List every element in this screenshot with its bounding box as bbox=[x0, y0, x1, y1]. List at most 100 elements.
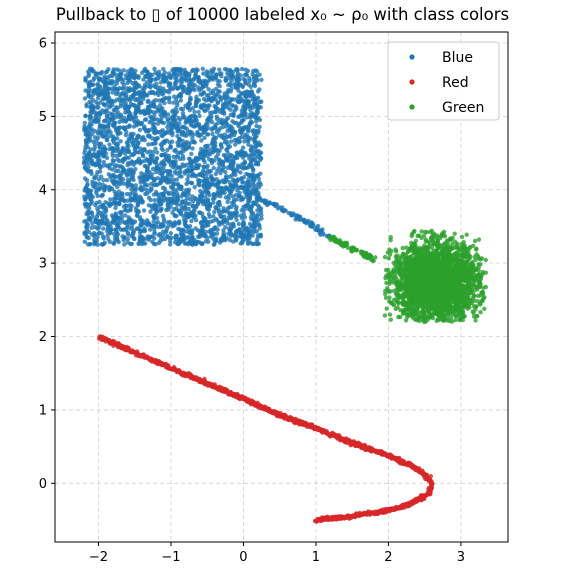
data-point-blue bbox=[104, 108, 109, 113]
data-point-blue bbox=[257, 151, 263, 156]
data-point-blue bbox=[83, 113, 88, 119]
data-point-blue bbox=[130, 102, 135, 108]
data-point-blue bbox=[144, 80, 150, 85]
data-point-blue bbox=[136, 198, 141, 203]
data-point-blue bbox=[103, 151, 109, 156]
data-point-blue bbox=[152, 197, 157, 203]
data-point-blue bbox=[236, 122, 242, 127]
data-point-blue bbox=[239, 130, 244, 136]
data-point-blue bbox=[152, 231, 157, 236]
data-point-blue bbox=[219, 133, 224, 138]
data-point-blue bbox=[167, 235, 172, 241]
data-point-blue bbox=[211, 66, 217, 72]
data-point-blue bbox=[117, 197, 123, 202]
data-point-red bbox=[123, 345, 128, 350]
data-point-blue bbox=[232, 138, 237, 143]
data-point-blue bbox=[103, 200, 108, 205]
data-point-blue bbox=[118, 176, 123, 181]
data-point-blue bbox=[226, 102, 231, 107]
data-point-blue bbox=[257, 158, 263, 163]
data-point-blue bbox=[240, 239, 245, 244]
data-point-blue bbox=[95, 135, 101, 140]
data-point-blue bbox=[127, 74, 132, 80]
data-point-blue bbox=[220, 238, 225, 243]
data-point-blue bbox=[230, 221, 236, 226]
data-point-blue bbox=[124, 191, 130, 197]
data-point-blue bbox=[229, 183, 234, 188]
data-point-blue bbox=[221, 102, 226, 107]
data-point-blue bbox=[216, 207, 221, 212]
data-point-blue bbox=[223, 225, 228, 230]
data-point-blue bbox=[165, 116, 170, 122]
data-point-blue bbox=[86, 71, 92, 77]
data-point-blue bbox=[125, 230, 130, 235]
data-point-blue bbox=[236, 193, 242, 198]
data-point-blue bbox=[97, 157, 102, 163]
data-point-blue bbox=[149, 141, 154, 147]
data-point-blue bbox=[186, 180, 191, 185]
data-point-blue bbox=[130, 220, 135, 225]
data-point-blue bbox=[114, 81, 120, 86]
data-point-blue bbox=[86, 85, 92, 90]
data-point-blue bbox=[249, 148, 254, 153]
data-point-blue bbox=[186, 166, 191, 171]
data-point-blue bbox=[252, 83, 258, 89]
data-point-blue bbox=[200, 66, 205, 72]
data-point-blue bbox=[248, 112, 253, 117]
data-point-blue bbox=[247, 156, 252, 161]
data-point-blue bbox=[137, 234, 142, 240]
data-point-blue bbox=[241, 211, 247, 217]
data-point-red bbox=[244, 398, 249, 403]
data-point-blue bbox=[107, 105, 112, 110]
data-point-blue bbox=[160, 77, 166, 82]
data-point-blue bbox=[104, 178, 110, 183]
data-point-blue bbox=[165, 220, 170, 225]
data-point-blue bbox=[171, 154, 176, 159]
data-point-blue bbox=[217, 200, 222, 205]
data-point-blue bbox=[163, 131, 168, 136]
data-point-blue bbox=[119, 117, 124, 122]
data-point-blue bbox=[111, 231, 117, 237]
data-point-blue bbox=[178, 165, 183, 171]
data-point-blue bbox=[138, 159, 143, 165]
data-point-blue bbox=[305, 220, 310, 225]
data-point-blue bbox=[145, 234, 151, 239]
data-point-blue bbox=[217, 83, 222, 89]
data-point-blue bbox=[184, 119, 189, 124]
data-point-blue bbox=[221, 218, 226, 223]
data-point-blue bbox=[250, 176, 256, 181]
data-point-blue bbox=[212, 209, 217, 215]
series-blue bbox=[81, 66, 332, 247]
data-point-blue bbox=[209, 141, 214, 147]
data-point-blue bbox=[152, 159, 158, 164]
data-point-blue bbox=[244, 72, 249, 77]
data-point-blue bbox=[210, 200, 216, 205]
data-point-blue bbox=[123, 132, 129, 138]
data-point-blue bbox=[169, 221, 174, 226]
data-point-blue bbox=[181, 113, 186, 119]
data-point-blue bbox=[140, 136, 145, 141]
data-point-blue bbox=[129, 187, 134, 192]
data-point-blue bbox=[254, 239, 259, 244]
data-point-blue bbox=[190, 136, 195, 141]
data-point-blue bbox=[213, 217, 219, 222]
data-point-blue bbox=[192, 114, 198, 119]
data-point-red bbox=[401, 460, 406, 465]
data-point-blue bbox=[189, 218, 194, 224]
data-point-blue bbox=[157, 224, 162, 230]
data-point-blue bbox=[110, 167, 115, 172]
data-point-blue bbox=[89, 122, 94, 127]
data-point-blue bbox=[90, 97, 96, 103]
data-point-blue bbox=[213, 126, 218, 131]
data-point-blue bbox=[321, 232, 326, 237]
data-point-blue bbox=[166, 96, 172, 102]
data-point-red bbox=[388, 506, 394, 511]
data-point-red bbox=[297, 420, 303, 426]
data-point-blue bbox=[105, 233, 110, 238]
data-point-blue bbox=[107, 187, 112, 193]
data-point-blue bbox=[187, 114, 193, 120]
data-point-blue bbox=[142, 124, 147, 129]
data-point-blue bbox=[173, 119, 178, 124]
data-point-blue bbox=[236, 114, 241, 120]
data-point-blue bbox=[186, 173, 191, 178]
